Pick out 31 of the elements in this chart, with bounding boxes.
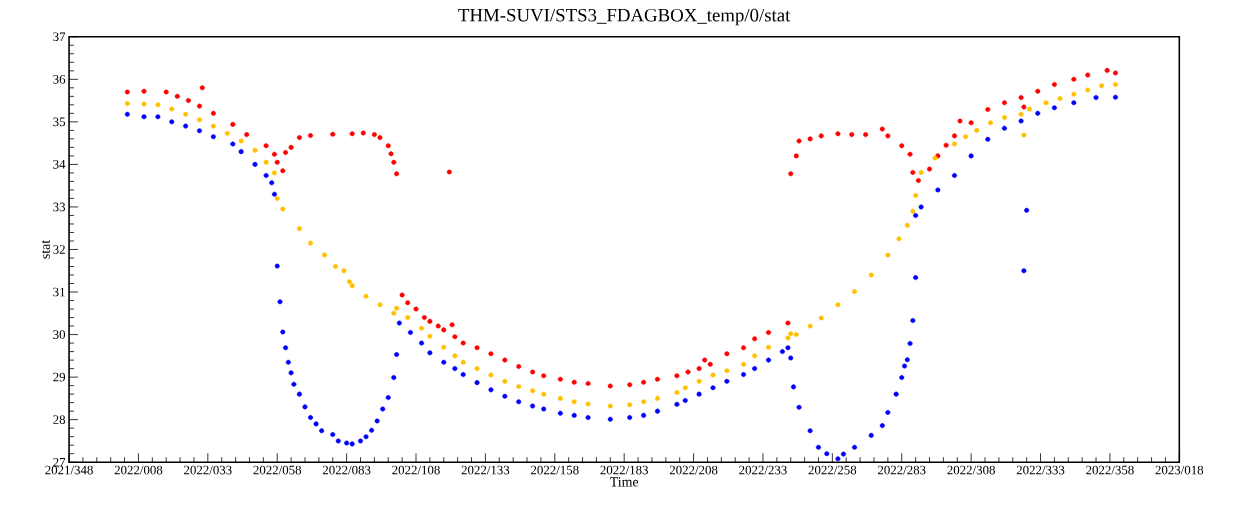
x-tick-label: 2022/158 [531, 465, 579, 475]
x-tick-label: 2022/183 [600, 465, 648, 475]
x-tick-label: 2022/358 [1086, 465, 1134, 475]
x-tick-label: 2022/008 [114, 465, 163, 475]
x-axis-title: Time [610, 477, 639, 487]
y-tick-label: 29 [53, 372, 66, 382]
y-tick-label: 32 [53, 245, 65, 254]
x-tick-label: 2022/108 [392, 465, 440, 475]
x-tick-label: 2022/283 [877, 465, 926, 475]
y-tick-label: 33 [53, 202, 66, 212]
y-tick-label: 34 [53, 160, 66, 169]
chart-title: THM-SUVI/STS3_FDAGBOX_temp/0/stat [458, 8, 791, 26]
x-tick-label: 2022/233 [739, 465, 787, 475]
x-tick-label: 2022/083 [322, 465, 371, 475]
x-tick-label: 2022/058 [253, 465, 302, 475]
y-tick-label: 31 [53, 287, 65, 297]
x-tick-label: 2022/308 [947, 465, 995, 475]
y-axis-title: stat [41, 239, 50, 259]
y-tick-label: 37 [53, 32, 66, 42]
y-tick-label: 28 [53, 415, 66, 425]
x-tick-label: 2022/133 [461, 465, 510, 475]
x-tick-label: 2021/348 [45, 465, 93, 475]
y-tick-label: 36 [53, 75, 66, 84]
x-tick-label: 2022/258 [808, 465, 857, 475]
y-tick-label: 35 [53, 117, 66, 127]
y-tick-label: 30 [53, 330, 66, 339]
x-tick-label: 2022/333 [1016, 465, 1065, 475]
y-tick-label: 27 [53, 457, 66, 467]
x-tick-label: 2023/018 [1155, 465, 1204, 475]
x-tick-label: 2022/208 [669, 465, 718, 475]
x-tick-label: 2022/033 [184, 465, 232, 475]
